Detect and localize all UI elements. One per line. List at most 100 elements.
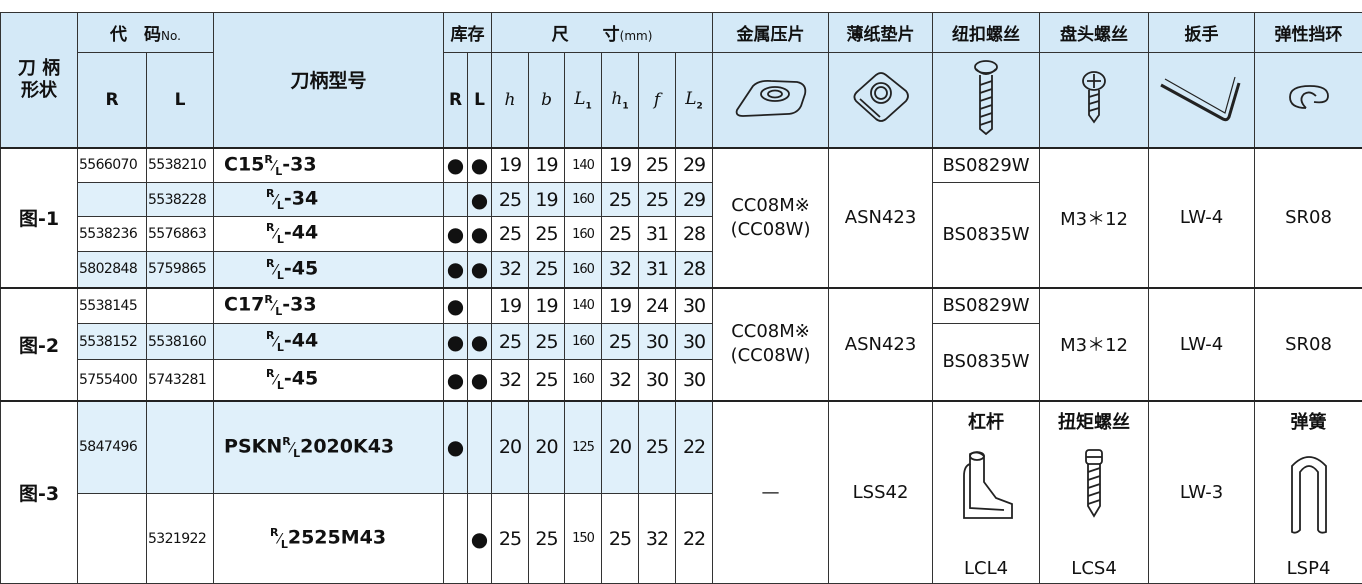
dim-value: 140: [565, 148, 602, 183]
model-suffix: -44: [284, 329, 318, 351]
model-suffix: -44: [284, 222, 318, 244]
dim-value: 19: [492, 288, 529, 324]
torque-screw-code: LCS4: [1040, 558, 1148, 579]
dim-value: 30: [676, 288, 713, 324]
header-part: 盘头螺丝: [1040, 13, 1149, 53]
part-icon-cell: [713, 53, 829, 148]
pan-screw: M3＊12: [1040, 148, 1149, 288]
dim-value: 25: [639, 148, 676, 183]
code-r: 5847496: [78, 401, 147, 494]
stock-l: ●: [468, 494, 492, 584]
model-sup: R: [266, 329, 274, 342]
model-sup: R: [266, 221, 274, 234]
model-sup: R: [270, 526, 278, 539]
stock-l: ●: [468, 148, 492, 183]
code-r: 5538145: [78, 288, 147, 324]
stock-l: ●: [468, 324, 492, 360]
model: R⁄L-44: [214, 324, 444, 360]
code-l: [147, 401, 214, 494]
dim-value: 25: [602, 494, 639, 584]
icon: [933, 59, 1039, 140]
lever-code: LCL4: [933, 558, 1039, 579]
stock-r: ●: [444, 401, 468, 494]
part-icon: [1157, 69, 1247, 125]
header-shank-shape: 刀 柄形状: [1, 13, 78, 148]
header-code: 代 码No.: [78, 13, 214, 53]
header-code-main: 代 码: [110, 25, 161, 45]
spring-code: LSP4: [1255, 558, 1362, 579]
model: R⁄L-45: [214, 252, 444, 288]
stock-r: ●: [444, 217, 468, 252]
dim-value: 25: [639, 401, 676, 494]
stock-r: ●: [444, 252, 468, 288]
header-dims-suffix: (mm): [620, 29, 653, 43]
part-icon: [956, 446, 1016, 526]
dim-value: 30: [639, 360, 676, 401]
model-sub: L: [277, 379, 284, 392]
header-code-suffix: No.: [161, 29, 181, 43]
model-sub: L: [277, 234, 284, 247]
dim-value: 20: [602, 401, 639, 494]
model: R⁄L-44: [214, 217, 444, 252]
header-code-r: R: [78, 53, 147, 148]
header-dim: L1: [565, 53, 602, 148]
dim-value: 32: [492, 252, 529, 288]
clamp: CC08M※(CC08W): [713, 148, 829, 288]
shim: ASN423: [829, 288, 933, 401]
icon: [933, 446, 1039, 531]
icon: [1040, 446, 1148, 531]
stock-l: ●: [468, 183, 492, 217]
dim-value: 22: [676, 494, 713, 584]
code-l: 5321922: [147, 494, 214, 584]
code-r: 5566070: [78, 148, 147, 183]
dim-value: 25: [492, 217, 529, 252]
model-suffix: -33: [282, 294, 316, 316]
dim-sub: 2: [697, 101, 703, 111]
model-sup: R: [264, 153, 272, 166]
dim-base: L: [574, 89, 585, 109]
dim-base: b: [541, 90, 552, 110]
part-icon: [966, 59, 1006, 135]
dim-value: 25: [602, 183, 639, 217]
dim-value: 19: [492, 148, 529, 183]
dim-value: 28: [676, 217, 713, 252]
dim-value: 150: [565, 494, 602, 584]
header-line: 刀 柄: [1, 58, 77, 80]
model-suffix: 2525M43: [288, 526, 386, 548]
part-icon-cell: [933, 53, 1040, 148]
ring: SR08: [1255, 288, 1362, 401]
spec-table-wrap: 刀 柄形状代 码No.刀柄型号库存尺 寸(mm)金属压片薄纸垫片纽扣螺丝盘头螺丝…: [0, 12, 1362, 582]
code-l: 5538160: [147, 324, 214, 360]
icon: [1255, 446, 1362, 541]
dim-value: 32: [639, 494, 676, 584]
dim-value: 160: [565, 217, 602, 252]
model-suffix: 2020K43: [300, 435, 394, 457]
dim-value: 28: [676, 252, 713, 288]
dim-value: 25: [529, 324, 565, 360]
stock-r: [444, 494, 468, 584]
dim-value: 22: [676, 401, 713, 494]
clamp-line: CC08M※: [713, 194, 828, 218]
dim-value: 30: [639, 324, 676, 360]
lever-title: 杠杆: [933, 408, 1039, 434]
button-screw: BS0829W: [933, 288, 1040, 324]
header-part: 弹性挡环: [1255, 13, 1362, 53]
clamp: CC08M※(CC08W): [713, 288, 829, 401]
dim-value: 20: [529, 401, 565, 494]
group-label: 图-1: [1, 148, 78, 288]
lever: 杠杆 LCL4: [933, 401, 1040, 584]
model: R⁄L-45: [214, 360, 444, 401]
code-l: 5743281: [147, 360, 214, 401]
dim-value: 25: [529, 217, 565, 252]
wrench: LW-4: [1149, 148, 1255, 288]
header-model: 刀柄型号: [214, 13, 444, 148]
button-screw: BS0829W: [933, 148, 1040, 183]
icon: [1149, 69, 1254, 130]
header-dims-main: 尺 寸: [552, 25, 620, 45]
model-sup: R: [282, 435, 290, 448]
code-r: 5538152: [78, 324, 147, 360]
